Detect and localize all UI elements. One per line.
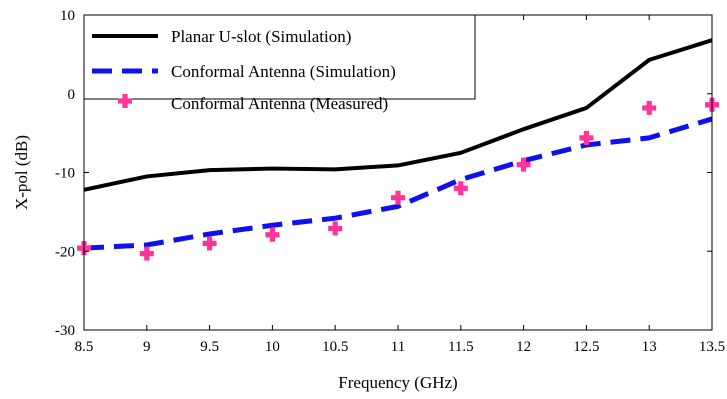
x-tick-label: 13	[642, 339, 657, 355]
data-point-conformal-antenna-measured	[579, 130, 594, 145]
data-point-conformal-antenna-measured	[265, 227, 280, 242]
data-point-conformal-antenna-measured	[453, 181, 468, 196]
y-tick-label: 0	[68, 87, 76, 103]
data-point-conformal-antenna-measured	[139, 246, 154, 261]
x-tick-label: 11.5	[448, 339, 474, 355]
x-tick-label: 9	[143, 339, 151, 355]
series-line-planar-u-slot-simulation	[83, 38, 713, 192]
data-point-conformal-antenna-measured	[516, 157, 531, 172]
y-tick-label: 10	[60, 8, 75, 24]
x-tick-label: 11	[391, 339, 405, 355]
legend-label-conformal-measured: Conformal Antenna (Measured)	[171, 94, 388, 113]
x-tick-label: 9.5	[200, 339, 219, 355]
x-tick-label: 8.5	[75, 339, 94, 355]
series-line-conformal-antenna-simulation	[83, 116, 713, 251]
legend-label-conformal-simulation: Conformal Antenna (Simulation)	[171, 62, 396, 81]
y-tick-label: -20	[55, 244, 75, 260]
x-tick-label: 10	[265, 339, 280, 355]
data-point-conformal-antenna-measured	[328, 221, 343, 236]
data-point-conformal-antenna-measured	[642, 100, 657, 115]
y-tick-label: -10	[55, 166, 75, 182]
y-axis-label: X-pol (dB)	[12, 135, 31, 210]
legend: Planar U-slot (Simulation) Conformal Ant…	[83, 14, 476, 113]
tick-labels: 8.5 9 9.5 10 10.5 11 11.5 12 12.5 13 13.5 -30 -20 -10…	[55, 8, 725, 355]
legend-swatch-conformal-measured	[118, 94, 132, 108]
x-tick-label: 12	[516, 339, 531, 355]
y-tick-label: -30	[55, 323, 75, 339]
legend-box	[83, 14, 476, 100]
x-tick-label: 12.5	[573, 339, 599, 355]
data-point-conformal-antenna-measured	[391, 190, 405, 205]
x-tick-label: 10.5	[322, 339, 348, 355]
x-tick-label: 13.5	[699, 339, 725, 355]
legend-label-planar-u-slot: Planar U-slot (Simulation)	[171, 27, 351, 46]
data-point-conformal-antenna-measured	[202, 236, 217, 251]
x-axis-label: Frequency (GHz)	[338, 373, 457, 392]
